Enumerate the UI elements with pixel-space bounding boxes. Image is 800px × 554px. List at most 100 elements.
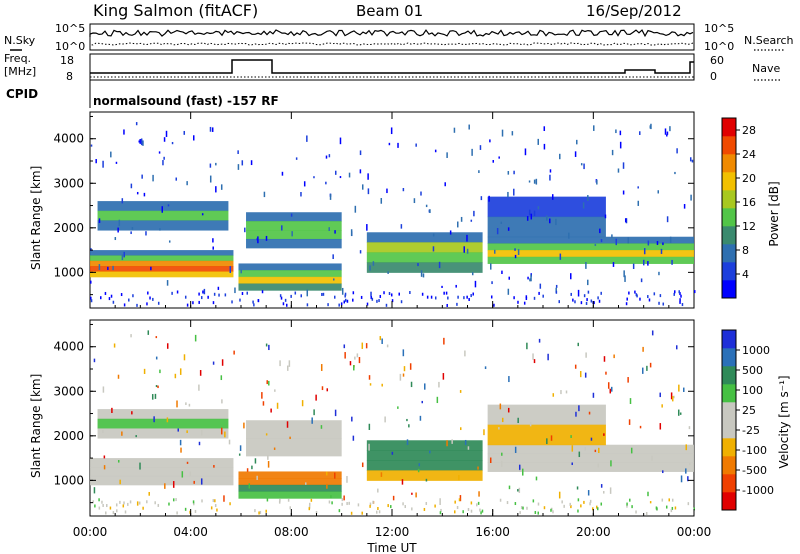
ground-speckle [176,511,178,515]
speckle [291,231,293,237]
speckle [528,180,531,183]
colorbar-swatch [722,456,736,475]
speckle [361,342,364,349]
ground-speckle [570,505,572,509]
ground-speckle [421,292,424,296]
speckle [649,125,652,129]
speckle [568,232,570,239]
band-3-cell-3 [246,238,342,249]
speckle [301,400,304,407]
speckle [508,276,510,280]
ground-speckle [186,303,189,307]
speckle [113,343,116,348]
speckle [142,140,144,146]
ground-speckle [306,303,309,307]
speckle [341,287,344,295]
speckle [117,227,119,233]
speckle [609,388,612,394]
ground-speckle [674,290,676,294]
speckle [662,470,664,474]
speckle [676,148,678,154]
ground-speckle [402,502,404,506]
speckle [403,366,406,372]
speckle [444,182,446,187]
speckle [386,188,388,194]
band-3-cell-0 [246,212,342,222]
search-noise-line [89,42,694,46]
ground-speckle [257,299,260,303]
speckle [139,462,141,470]
speckle [596,179,598,185]
ground-speckle [224,293,227,297]
speckle [550,435,553,441]
speckle [157,385,159,389]
speckle [211,127,214,132]
speckle [215,162,217,166]
ground-speckle [357,503,360,507]
ground-speckle [252,300,254,304]
speckle [539,283,542,289]
speckle [238,453,241,456]
ground-speckle [570,292,572,296]
ground-speckle [639,297,641,301]
band-0-cell-2 [90,260,234,267]
ground-speckle [294,291,297,295]
speckle [480,196,483,201]
freq-traces [90,59,694,78]
ground-speckle [378,299,380,303]
ground-speckle [596,505,598,509]
y-tick-label: 2000 [53,429,84,443]
band-6-cell-1 [487,216,606,238]
speckle [501,460,503,467]
speckle [90,280,92,284]
speckle [501,129,504,137]
band-5-cell-2 [487,462,694,472]
speckle [103,465,106,470]
ground-speckle [468,298,470,302]
ground-speckle [636,294,638,298]
speckle [110,151,112,158]
speckle [200,429,203,436]
speckle [161,206,163,213]
speckle [646,365,648,371]
speckle [579,371,582,378]
ground-speckle [597,296,599,300]
speckle [369,265,371,271]
speckle [603,491,605,494]
ground-speckle [555,290,558,294]
ground-speckle [112,511,115,515]
ground-speckle [171,291,173,295]
ground-speckle [119,500,121,504]
band-3-cell-1 [246,438,342,457]
speckle [477,466,479,470]
ground-speckle [123,501,125,505]
ground-speckle [138,501,141,505]
noise-left-tick-top: 10^5 [55,22,85,35]
band-0-cell-2 [90,475,234,486]
ground-speckle [334,295,336,299]
speckle [570,273,572,280]
speckle [107,266,109,270]
speckle [615,129,617,134]
noise-panel-frame [89,23,695,51]
speckle [140,138,143,146]
speckle [401,479,404,485]
noise-right-label: N.Search [744,34,794,47]
colorbar-swatch [722,172,736,191]
ground-speckle [674,506,677,510]
ground-speckle [254,509,256,513]
ground-speckle [198,300,200,304]
ground-speckle [152,297,154,301]
speckle [262,401,265,406]
band-4-cell-3 [366,262,483,273]
speckle [623,270,625,278]
ground-speckle [375,510,378,514]
ground-speckle [543,506,546,510]
speckle [651,455,653,461]
speckle [349,361,352,366]
speckle [359,250,362,254]
x-tick-label: 16:00 [475,525,510,539]
speckle [381,383,383,387]
speckle [143,368,146,374]
ground-speckle [430,295,433,299]
